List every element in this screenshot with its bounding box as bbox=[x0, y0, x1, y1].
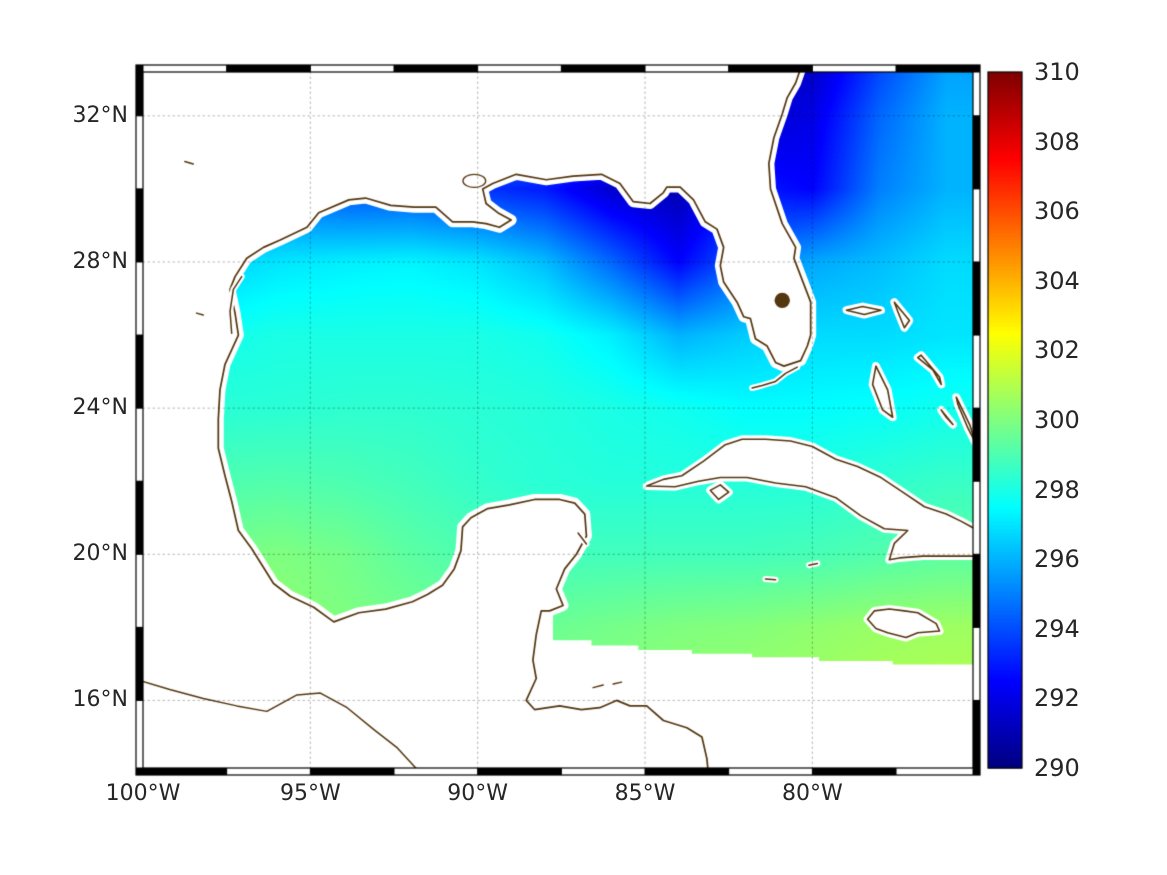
colorbar-tick-label: 298 bbox=[1034, 475, 1080, 504]
y-tick-label: 28°N bbox=[72, 248, 128, 274]
colorbar-tick-label: 310 bbox=[1034, 58, 1080, 86]
colorbar-tick-label: 290 bbox=[1034, 754, 1080, 782]
y-tick-label: 32°N bbox=[72, 102, 128, 128]
colorbar-tick-label: 306 bbox=[1034, 197, 1080, 226]
x-tick-label: 85°W bbox=[614, 781, 676, 806]
colorbar-tick-label: 308 bbox=[1034, 127, 1080, 156]
x-tick-label: 80°W bbox=[781, 781, 843, 806]
x-tick-label: 90°W bbox=[447, 781, 509, 806]
colorbar-tick-label: 294 bbox=[1034, 614, 1080, 643]
colorbar-tick-label: 296 bbox=[1034, 545, 1080, 574]
y-tick-label: 24°N bbox=[72, 395, 128, 421]
y-tick-label: 16°N bbox=[72, 687, 128, 713]
x-tick-label: 100°W bbox=[105, 781, 181, 806]
colorbar-tick-label: 292 bbox=[1034, 684, 1080, 713]
colorbar-tick-label: 304 bbox=[1034, 266, 1080, 295]
colorbar-tick-label: 300 bbox=[1034, 406, 1080, 434]
x-tick-label: 95°W bbox=[279, 781, 341, 806]
y-tick-label: 20°N bbox=[72, 541, 128, 567]
colorbar-tick-label: 302 bbox=[1034, 336, 1080, 365]
